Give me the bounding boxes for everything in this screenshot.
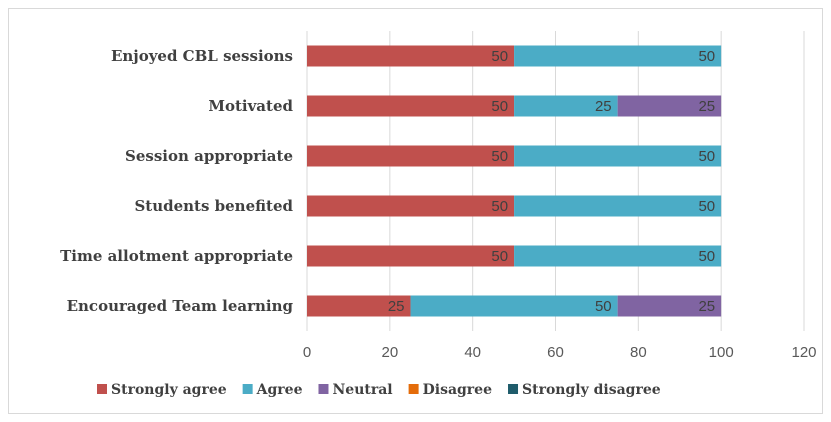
x-tick-label: 100 <box>709 344 734 361</box>
legend-label-agree: Agree <box>256 382 303 398</box>
labels: 0 20 40 60 80 100 120 Enjoyed CBL sessions 50 50 M… <box>60 47 816 361</box>
x-tick-label: 20 <box>381 344 398 361</box>
bar-neutral-encouraged-team-learning <box>617 295 722 317</box>
category-label-motivated: Motivated <box>208 97 293 115</box>
bar-agree-enjoyed-cbl-sessions <box>514 45 722 67</box>
legend-label-strongly-agree: Strongly agree <box>111 382 227 398</box>
category-label-time-allotment-appropriate: Time allotment appropriate <box>60 247 293 265</box>
data-label-strongly-agree: 50 <box>491 148 508 165</box>
bars <box>307 45 722 317</box>
gridlines <box>306 31 805 331</box>
category-label-students-benefited: Students benefited <box>134 197 293 215</box>
legend-label-disagree: Disagree <box>423 382 492 398</box>
data-label-neutral: 25 <box>698 298 715 315</box>
data-label-strongly-agree: 50 <box>491 48 508 65</box>
category-label-session-appropriate: Session appropriate <box>125 147 293 165</box>
legend: Strongly agree Agree Neutral Disagree Strong… <box>97 382 661 398</box>
data-label-strongly-agree: 25 <box>388 298 405 315</box>
data-label-neutral: 25 <box>698 98 715 115</box>
data-label-agree: 50 <box>698 48 715 65</box>
bar-agree-encouraged-team-learning <box>410 295 618 317</box>
bar-agree-session-appropriate <box>514 145 722 167</box>
data-label-agree: 50 <box>698 248 715 265</box>
bar-agree-motivated <box>514 95 618 117</box>
data-label-agree: 50 <box>698 148 715 165</box>
x-tick-label: 60 <box>547 344 564 361</box>
legend-swatch-agree <box>242 384 253 394</box>
bar-agree-time-allotment-appropriate <box>514 245 722 267</box>
bar-strongly-agree-students-benefited <box>307 195 515 217</box>
data-label-agree: 50 <box>698 198 715 215</box>
category-label-encouraged-team-learning: Encouraged Team learning <box>67 297 294 315</box>
data-label-agree: 25 <box>595 98 612 115</box>
bar-strongly-agree-motivated <box>307 95 515 117</box>
x-tick-label: 40 <box>464 344 481 361</box>
legend-label-neutral: Neutral <box>332 382 392 398</box>
legend-swatch-disagree <box>408 384 419 394</box>
legend-swatch-neutral <box>318 384 329 394</box>
bar-strongly-agree-session-appropriate <box>307 145 515 167</box>
data-label-strongly-agree: 50 <box>491 98 508 115</box>
bar-strongly-agree-encouraged-team-learning <box>307 295 411 317</box>
bar-neutral-motivated <box>617 95 722 117</box>
category-label-enjoyed-cbl-sessions: Enjoyed CBL sessions <box>111 47 293 65</box>
x-tick-label: 0 <box>303 344 311 361</box>
chart-frame: 0 20 40 60 80 100 120 Enjoyed CBL sessions 50 50 M… <box>8 8 823 414</box>
legend-swatch-strongly-agree <box>97 384 107 394</box>
data-label-strongly-agree: 50 <box>491 248 508 265</box>
legend-swatch-strongly-disagree <box>508 384 519 394</box>
stacked-bar-chart: 0 20 40 60 80 100 120 Enjoyed CBL sessions 50 50 M… <box>60 31 817 398</box>
x-tick-label: 80 <box>630 344 647 361</box>
data-label-strongly-agree: 50 <box>491 198 508 215</box>
data-label-agree: 50 <box>595 298 612 315</box>
bar-agree-students-benefited <box>514 195 722 217</box>
legend-label-strongly-disagree: Strongly disagree <box>522 382 661 398</box>
bar-strongly-agree-time-allotment-appropriate <box>307 245 515 267</box>
x-tick-label: 120 <box>791 344 816 361</box>
bar-strongly-agree-enjoyed-cbl-sessions <box>307 45 515 67</box>
